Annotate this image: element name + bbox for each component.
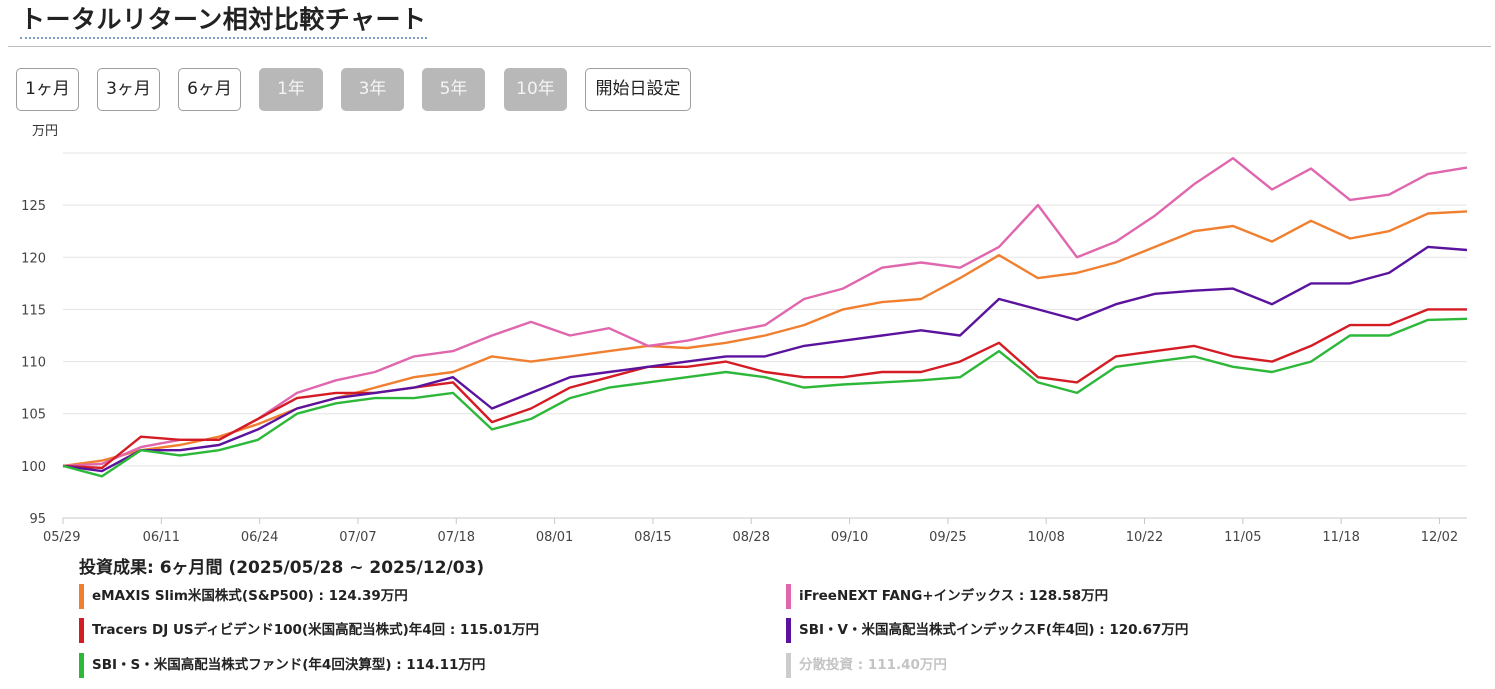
period-button-5-years[interactable]: 5年 — [422, 68, 485, 111]
y-axis-unit-label: 万円 — [32, 124, 59, 139]
title-divider — [8, 46, 1491, 47]
legend-swatch-sp500 — [79, 584, 84, 609]
start-date-button[interactable]: 開始日設定 — [585, 68, 691, 111]
y-tick-label: 105 — [21, 408, 46, 423]
legend-swatch-tracers — [79, 618, 84, 643]
period-button-1-year[interactable]: 1年 — [259, 68, 323, 111]
series-line-3 — [62, 245, 1468, 473]
legend-swatch-sbi-s — [79, 653, 84, 678]
x-tick-label: 07/07 — [339, 530, 376, 545]
legend-item-sbi-s[interactable]: SBI・S・米国高配当株式ファンド(年4回決算型) : 114.11万円 — [79, 653, 486, 678]
y-tick-label: 115 — [21, 303, 46, 318]
series-line-1 — [62, 157, 1468, 468]
page-title: トータルリターン相対比較チャート — [20, 4, 427, 39]
x-tick-label: 10/22 — [1126, 530, 1163, 545]
legend-swatch-fang — [786, 584, 791, 609]
period-button-3-years[interactable]: 3年 — [341, 68, 404, 111]
results-title: 投資成果: 6ヶ月間 (2025/05/28 ~ 2025/12/03) — [79, 558, 485, 578]
x-tick-label: 11/05 — [1224, 530, 1261, 545]
x-tick-label: 08/15 — [634, 530, 671, 545]
legend-label: SBI・S・米国高配当株式ファンド(年4回決算型) : 114.11万円 — [92, 657, 486, 673]
x-tick-label: 10/08 — [1027, 530, 1064, 545]
x-tick-label: 06/11 — [143, 530, 180, 545]
period-button-6-months[interactable]: 6ヶ月 — [178, 68, 241, 111]
x-tick-label: 09/10 — [831, 530, 868, 545]
y-tick-label: 110 — [21, 356, 46, 371]
x-tick-label: 08/28 — [733, 530, 770, 545]
legend-label: iFreeNEXT FANG+インデックス : 128.58万円 — [799, 588, 1109, 604]
legend-label: Tracers DJ USディビデンド100(米国高配当株式)年4回 : 115… — [92, 622, 540, 638]
series-line-2 — [62, 308, 1467, 470]
legend-swatch-diversified — [786, 653, 791, 678]
legend-item-sp500[interactable]: eMAXIS Slim米国株式(S&P500) : 124.39万円 — [79, 584, 408, 609]
series-line-4 — [62, 317, 1468, 478]
legend-item-tracers[interactable]: Tracers DJ USディビデンド100(米国高配当株式)年4回 : 115… — [79, 618, 540, 643]
period-button-3-months[interactable]: 3ヶ月 — [97, 68, 160, 111]
legend-label: SBI・V・米国高配当株式インデックスF(年4回) : 120.67万円 — [799, 622, 1189, 638]
x-tick-label: 07/18 — [438, 530, 475, 545]
period-button-1-month[interactable]: 1ヶ月 — [16, 68, 79, 111]
y-tick-label: 120 — [21, 251, 46, 266]
x-tick-label: 05/29 — [43, 530, 80, 545]
series-line-0 — [62, 210, 1468, 468]
legend-item-fang[interactable]: iFreeNEXT FANG+インデックス : 128.58万円 — [786, 584, 1109, 609]
x-tick-label: 06/24 — [241, 530, 278, 545]
x-tick-label: 12/02 — [1421, 530, 1458, 545]
y-tick-label: 95 — [29, 512, 46, 527]
legend-item-sbi-v[interactable]: SBI・V・米国高配当株式インデックスF(年4回) : 120.67万円 — [786, 618, 1189, 643]
x-tick-label: 08/01 — [536, 530, 573, 545]
x-tick-label: 11/18 — [1322, 530, 1359, 545]
legend-label: 分散投資 : 111.40万円 — [799, 657, 947, 673]
legend-item-diversified[interactable]: 分散投資 : 111.40万円 — [786, 653, 947, 678]
y-tick-label: 125 — [21, 199, 46, 214]
x-tick-label: 09/25 — [929, 530, 966, 545]
y-tick-label: 100 — [21, 460, 46, 475]
total-return-line-chart: 95 100 105 110 115 120 125 05/29 06/11 06/24 07/07… — [21, 152, 1468, 545]
legend-swatch-sbi-v — [786, 618, 791, 643]
period-button-10-years[interactable]: 10年 — [504, 68, 567, 111]
legend-label: eMAXIS Slim米国株式(S&P500) : 124.39万円 — [92, 588, 408, 604]
